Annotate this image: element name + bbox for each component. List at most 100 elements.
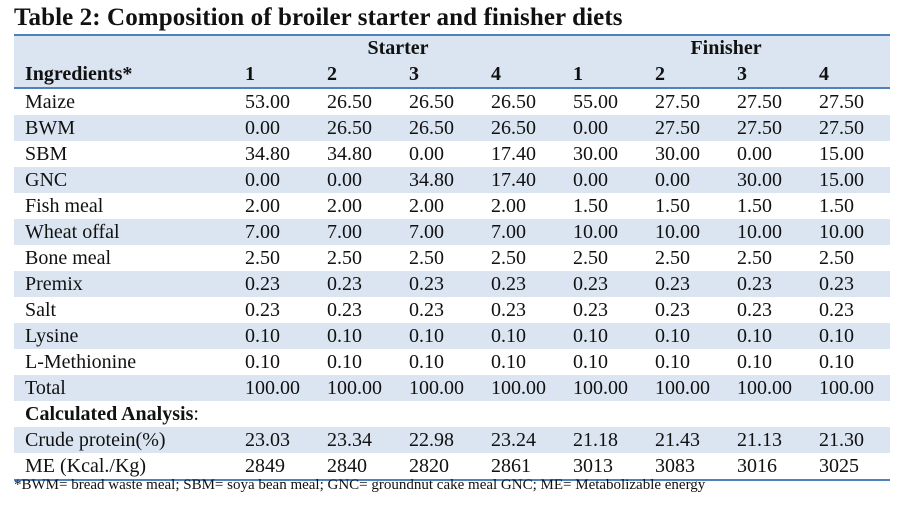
table-cell: 17.40: [491, 142, 536, 165]
ingredients-header: Ingredients*: [14, 61, 234, 89]
table-cell: 3016: [726, 453, 809, 481]
table-cell: 0.10: [491, 350, 526, 373]
table-cell: 2.00: [491, 194, 526, 217]
table-cell: 0.10: [562, 323, 645, 349]
table-cell: 0.10: [234, 323, 316, 349]
table-row: Salt 0.23 0.23 0.23 0.23 0.23 0.23 0.23 …: [14, 297, 890, 323]
group-header-spacer: [14, 35, 234, 61]
table-cell: 0.10: [655, 350, 691, 373]
total-row: Total 100.00 100.00 100.00 100.00 100.00…: [14, 375, 891, 401]
row-label: SBM: [25, 142, 68, 165]
column-header: 3: [398, 61, 480, 89]
table-cell: 15.00: [808, 167, 891, 193]
table-cell: 22.98: [398, 427, 480, 453]
table-cell: 2840: [316, 453, 398, 481]
row-label: Maize: [25, 90, 75, 113]
table-cell: 0.23: [234, 271, 316, 297]
table-cell: 27.50: [737, 90, 783, 113]
row-label: Wheat offal: [14, 219, 234, 245]
table-cell: 0.10: [480, 323, 563, 349]
row-label: Premix: [14, 271, 234, 297]
table-cell: 27.50: [819, 90, 865, 113]
table-cell: 1.50: [655, 194, 691, 217]
column-header: 4: [480, 61, 563, 89]
diet-composition-table: Starter Finisher Ingredients* 1 2 3 4 1 …: [14, 34, 891, 481]
table-cell: 0.23: [562, 271, 645, 297]
table-cell: 0.00: [562, 115, 645, 141]
table-cell: 23.34: [316, 427, 398, 453]
table-cell: 3025: [808, 453, 891, 481]
table-cell: 0.23: [573, 298, 609, 321]
starter-group-header: Starter: [234, 35, 563, 61]
table-cell: 0.10: [327, 350, 362, 373]
table-row: GNC 0.00 0.00 34.80 17.40 0.00 0.00 30.0…: [14, 167, 891, 193]
table-row: BWM 0.00 26.50 26.50 26.50 0.00 27.50 27…: [14, 115, 891, 141]
table-cell: 26.50: [398, 115, 480, 141]
table-cell: 0.10: [644, 323, 727, 349]
table-cell: 100.00: [480, 375, 563, 401]
table-cell: 0.10: [409, 350, 444, 373]
table-cell: 1.50: [819, 194, 855, 217]
table-cell: 0.23: [480, 271, 563, 297]
table-cell: 0.23: [398, 271, 480, 297]
table-cell: 26.50: [409, 90, 454, 113]
table-cell: 27.50: [726, 115, 809, 141]
column-header: 3: [726, 61, 809, 89]
table-cell: 100.00: [398, 375, 480, 401]
table-cell: 7.00: [316, 219, 398, 245]
table-cell: 100.00: [562, 375, 645, 401]
table-cell: 0.10: [808, 323, 891, 349]
table-cell: 2.00: [327, 194, 362, 217]
table-row: Bone meal 2.50 2.50 2.50 2.50 2.50 2.50 …: [14, 245, 890, 271]
column-header: 1: [562, 61, 645, 89]
table-cell: 0.23: [409, 298, 444, 321]
column-header: 2: [644, 61, 727, 89]
table-cell: 100.00: [644, 375, 727, 401]
table-cell: 0.23: [655, 298, 691, 321]
table-cell: 0.10: [737, 350, 773, 373]
table-cell: 2.50: [491, 246, 526, 269]
table-cell: 0.23: [819, 298, 855, 321]
table-cell: 21.18: [562, 427, 645, 453]
table-cell: 34.80: [245, 142, 290, 165]
table-cell: 2861: [480, 453, 563, 481]
analysis-heading-colon: :: [193, 402, 199, 425]
column-header: 2: [316, 61, 398, 89]
table-cell: 2.00: [409, 194, 444, 217]
table-cell: 23.24: [480, 427, 563, 453]
row-label: Lysine: [14, 323, 234, 349]
table-cell: 23.03: [234, 427, 316, 453]
table-cell: 0.00: [562, 167, 645, 193]
table-cell: 2849: [234, 453, 316, 481]
table-cell: 0.23: [245, 298, 280, 321]
column-header: 1: [234, 61, 316, 89]
table-cell: 0.10: [245, 350, 280, 373]
analysis-heading: Calculated Analysis: [25, 402, 194, 425]
table-cell: 2.50: [327, 246, 362, 269]
table-cell: 3083: [644, 453, 727, 481]
table-cell: 26.50: [327, 90, 372, 113]
row-label: GNC: [14, 167, 234, 193]
table-cell: 2.00: [245, 194, 280, 217]
table-title: Table 2: Composition of broiler starter …: [14, 4, 623, 31]
table-cell: 26.50: [316, 115, 398, 141]
row-label: BWM: [14, 115, 234, 141]
table-cell: 3013: [562, 453, 645, 481]
table-row: Crude protein(%) 23.03 23.34 22.98 23.24…: [14, 427, 891, 453]
table-row: L-Methionine 0.10 0.10 0.10 0.10 0.10 0.…: [14, 349, 890, 375]
row-label: Fish meal: [25, 194, 104, 217]
table-cell: 34.80: [327, 142, 372, 165]
table-cell: 15.00: [819, 142, 865, 165]
table-row: SBM 34.80 34.80 0.00 17.40 30.00 30.00 0…: [14, 141, 890, 167]
table-cell: 27.50: [808, 115, 891, 141]
table-row: Lysine 0.10 0.10 0.10 0.10 0.10 0.10 0.1…: [14, 323, 891, 349]
table-cell: 2820: [398, 453, 480, 481]
table-cell: 26.50: [491, 90, 536, 113]
table-cell: 1.50: [737, 194, 773, 217]
row-label: Total: [14, 375, 234, 401]
table-cell: 10.00: [726, 219, 809, 245]
table-row: Wheat offal 7.00 7.00 7.00 7.00 10.00 10…: [14, 219, 891, 245]
table-cell: 21.30: [808, 427, 891, 453]
row-label: Crude protein(%): [14, 427, 234, 453]
row-label: L-Methionine: [25, 350, 137, 373]
